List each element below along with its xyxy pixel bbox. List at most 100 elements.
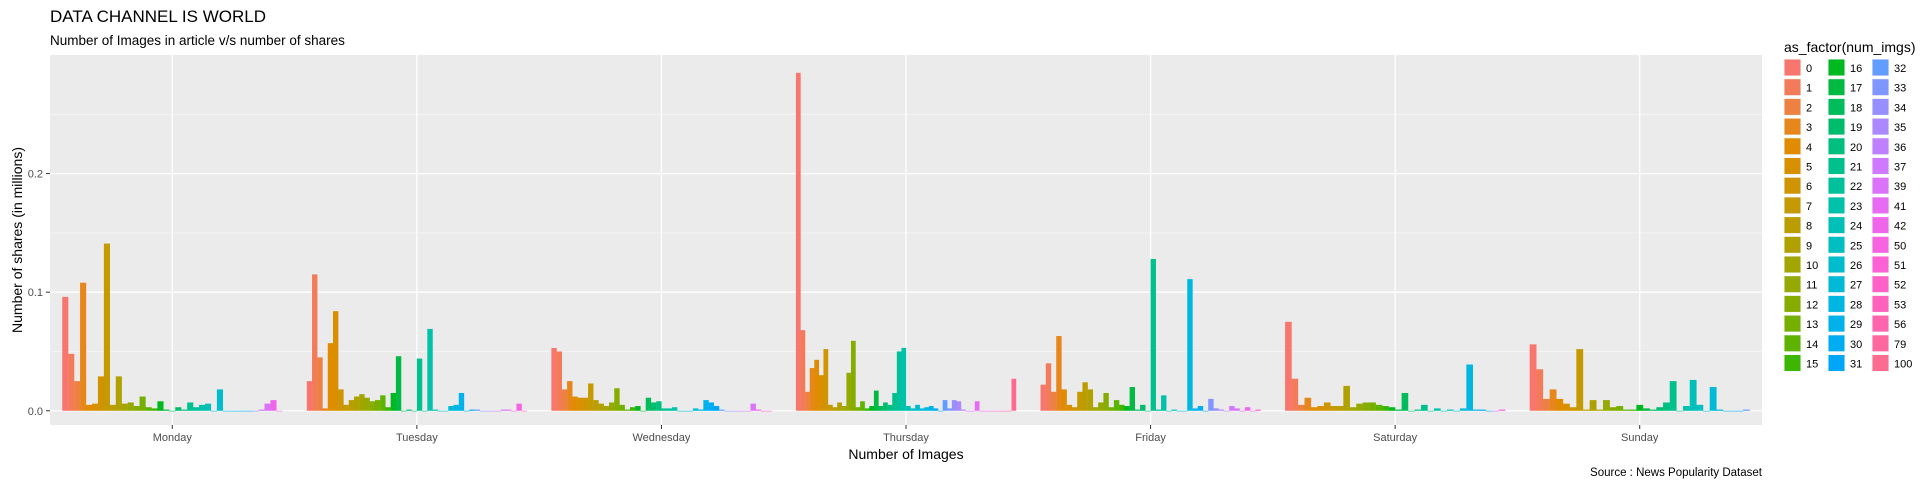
bar-thursday-26 xyxy=(915,404,920,411)
legend-swatch-18 xyxy=(1828,98,1845,115)
legend-label-29: 29 xyxy=(1850,319,1862,331)
legend-swatch-6 xyxy=(1784,177,1801,194)
bar-thursday-2 xyxy=(805,391,810,411)
bar-wednesday-34 xyxy=(729,410,735,412)
legend-swatch-30 xyxy=(1828,335,1845,352)
bar-friday-31 xyxy=(1202,410,1209,412)
bar-sunday-15 xyxy=(1629,409,1637,411)
legend-label-19: 19 xyxy=(1850,122,1862,134)
legend-swatch-36 xyxy=(1872,138,1889,155)
bar-monday-25 xyxy=(210,410,218,412)
bar-monday-6 xyxy=(97,376,105,411)
legend-label-25: 25 xyxy=(1850,240,1862,252)
legend-label-33: 33 xyxy=(1894,83,1906,95)
legend-swatch-26 xyxy=(1828,256,1845,273)
bar-tuesday-1 xyxy=(312,274,318,411)
bar-friday-39 xyxy=(1234,408,1240,411)
bar-thursday-27 xyxy=(919,408,925,411)
bar-thursday-29 xyxy=(928,406,934,411)
y-tick-label: 0.1 xyxy=(28,287,43,299)
legend-swatch-56 xyxy=(1872,315,1889,332)
bar-monday-13 xyxy=(139,396,146,411)
bar-monday-18 xyxy=(169,410,176,412)
bar-friday-5 xyxy=(1066,404,1073,411)
bar-sunday-22 xyxy=(1676,410,1684,412)
bar-wednesday-39 xyxy=(750,403,756,411)
bar-wednesday-27 xyxy=(692,408,699,411)
bar-wednesday-32 xyxy=(719,409,725,411)
bar-monday-28 xyxy=(228,410,235,412)
bar-saturday-24 xyxy=(1440,410,1448,412)
bar-tuesday-4 xyxy=(327,343,334,411)
bar-monday-0 xyxy=(62,296,69,411)
bar-tuesday-25 xyxy=(437,410,444,412)
legend-label-17: 17 xyxy=(1850,83,1862,95)
bar-tuesday-37 xyxy=(500,409,507,411)
bar-monday-50 xyxy=(276,410,283,412)
legend-label-8: 8 xyxy=(1806,221,1812,233)
bar-sunday-14 xyxy=(1623,409,1630,411)
bar-thursday-23 xyxy=(901,347,907,411)
bar-sunday-9 xyxy=(1589,400,1597,411)
bar-tuesday-50 xyxy=(516,403,522,411)
bar-wednesday-12 xyxy=(614,388,620,411)
bar-thursday-52 xyxy=(993,410,998,412)
bar-thursday-17 xyxy=(873,390,879,411)
bars-layer xyxy=(62,72,1750,412)
legend-swatch-5 xyxy=(1784,158,1801,174)
legend-swatch-20 xyxy=(1828,138,1845,155)
bar-wednesday-11 xyxy=(609,402,615,411)
legend-swatch-21 xyxy=(1828,158,1845,174)
bar-tuesday-8 xyxy=(348,400,355,411)
legend-label-35: 35 xyxy=(1894,122,1906,134)
bar-tuesday-35 xyxy=(490,410,496,412)
bar-saturday-17 xyxy=(1395,409,1402,411)
bar-saturday-18 xyxy=(1401,392,1409,411)
bar-tuesday-2 xyxy=(317,357,323,411)
bar-sunday-10 xyxy=(1596,409,1604,411)
bar-sunday-31 xyxy=(1736,410,1744,412)
bar-thursday-53 xyxy=(997,410,1003,412)
bar-monday-27 xyxy=(222,410,229,412)
bar-saturday-13 xyxy=(1369,402,1376,411)
legend-swatch-7 xyxy=(1784,197,1801,214)
bar-friday-29 xyxy=(1192,408,1198,411)
bar-thursday-50 xyxy=(983,410,989,412)
bar-friday-7 xyxy=(1077,391,1083,411)
legend-swatch-15 xyxy=(1784,355,1801,371)
bar-thursday-25 xyxy=(910,408,916,411)
bar-friday-11 xyxy=(1098,402,1104,411)
bar-friday-36 xyxy=(1223,410,1230,412)
x-tick-label: Friday xyxy=(1135,432,1166,444)
bar-wednesday-6 xyxy=(582,397,589,411)
bar-thursday-32 xyxy=(942,400,948,411)
bar-monday-3 xyxy=(80,282,87,411)
bar-tuesday-14 xyxy=(380,395,386,411)
bar-monday-5 xyxy=(91,403,99,411)
legend-swatch-52 xyxy=(1872,276,1889,293)
legend-label-9: 9 xyxy=(1806,240,1812,252)
legend-label-36: 36 xyxy=(1894,142,1906,154)
legend-swatch-10 xyxy=(1784,256,1801,273)
bar-tuesday-3 xyxy=(322,408,328,411)
bar-tuesday-24 xyxy=(432,409,438,411)
bar-friday-52 xyxy=(1255,409,1261,411)
x-tick-label: Saturday xyxy=(1373,432,1418,444)
bar-friday-16 xyxy=(1124,406,1130,411)
legend-label-32: 32 xyxy=(1894,63,1906,75)
legend-label-13: 13 xyxy=(1806,319,1818,331)
bar-friday-20 xyxy=(1145,410,1151,412)
bar-friday-17 xyxy=(1129,387,1135,411)
bar-tuesday-19 xyxy=(406,409,412,411)
bar-saturday-29 xyxy=(1472,409,1480,411)
legend-label-34: 34 xyxy=(1894,102,1906,114)
bar-wednesday-25 xyxy=(682,410,688,412)
legend-swatch-2 xyxy=(1784,98,1801,115)
bar-thursday-20 xyxy=(887,404,893,411)
bar-sunday-3 xyxy=(1549,389,1557,411)
legend-label-11: 11 xyxy=(1806,280,1817,292)
bar-thursday-28 xyxy=(924,407,930,411)
bar-monday-39 xyxy=(264,403,271,411)
legend-swatch-13 xyxy=(1784,315,1801,332)
